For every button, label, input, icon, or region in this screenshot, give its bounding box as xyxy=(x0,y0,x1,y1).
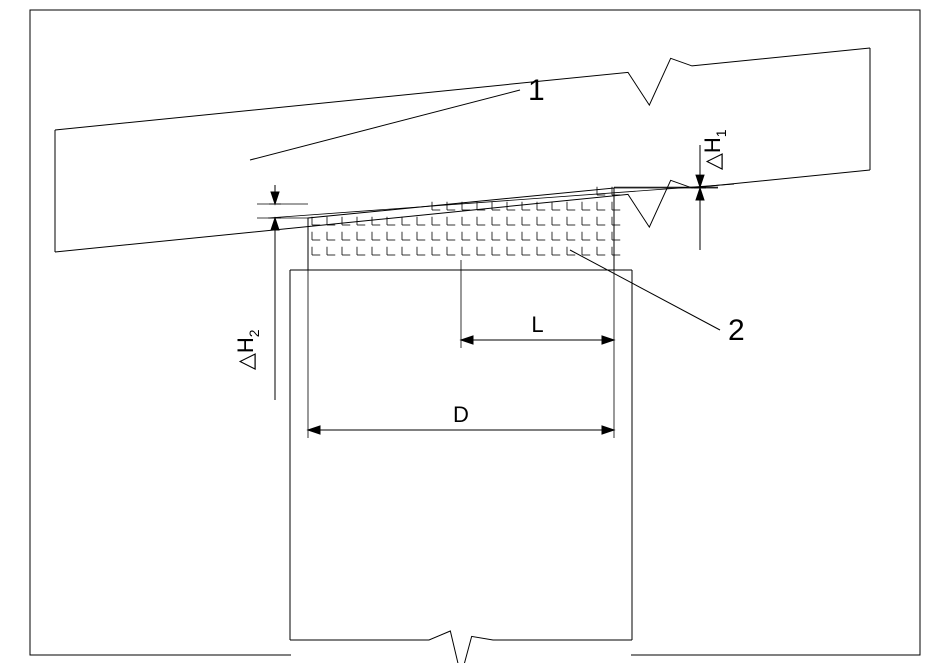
dim-L: L xyxy=(531,312,543,337)
label-dH1: △H1 xyxy=(700,129,729,170)
label-dH2: △H2 xyxy=(233,329,262,370)
svg-text:△H1: △H1 xyxy=(700,129,729,170)
dim-D: D xyxy=(453,402,469,427)
callout-2-leader xyxy=(570,250,720,330)
hatch xyxy=(312,187,620,255)
svg-text:△H2: △H2 xyxy=(233,329,262,370)
callout-2: 2 xyxy=(728,314,745,347)
callout-1: 1 xyxy=(528,74,545,107)
frame xyxy=(30,10,920,655)
callout-1-leader xyxy=(250,90,520,160)
